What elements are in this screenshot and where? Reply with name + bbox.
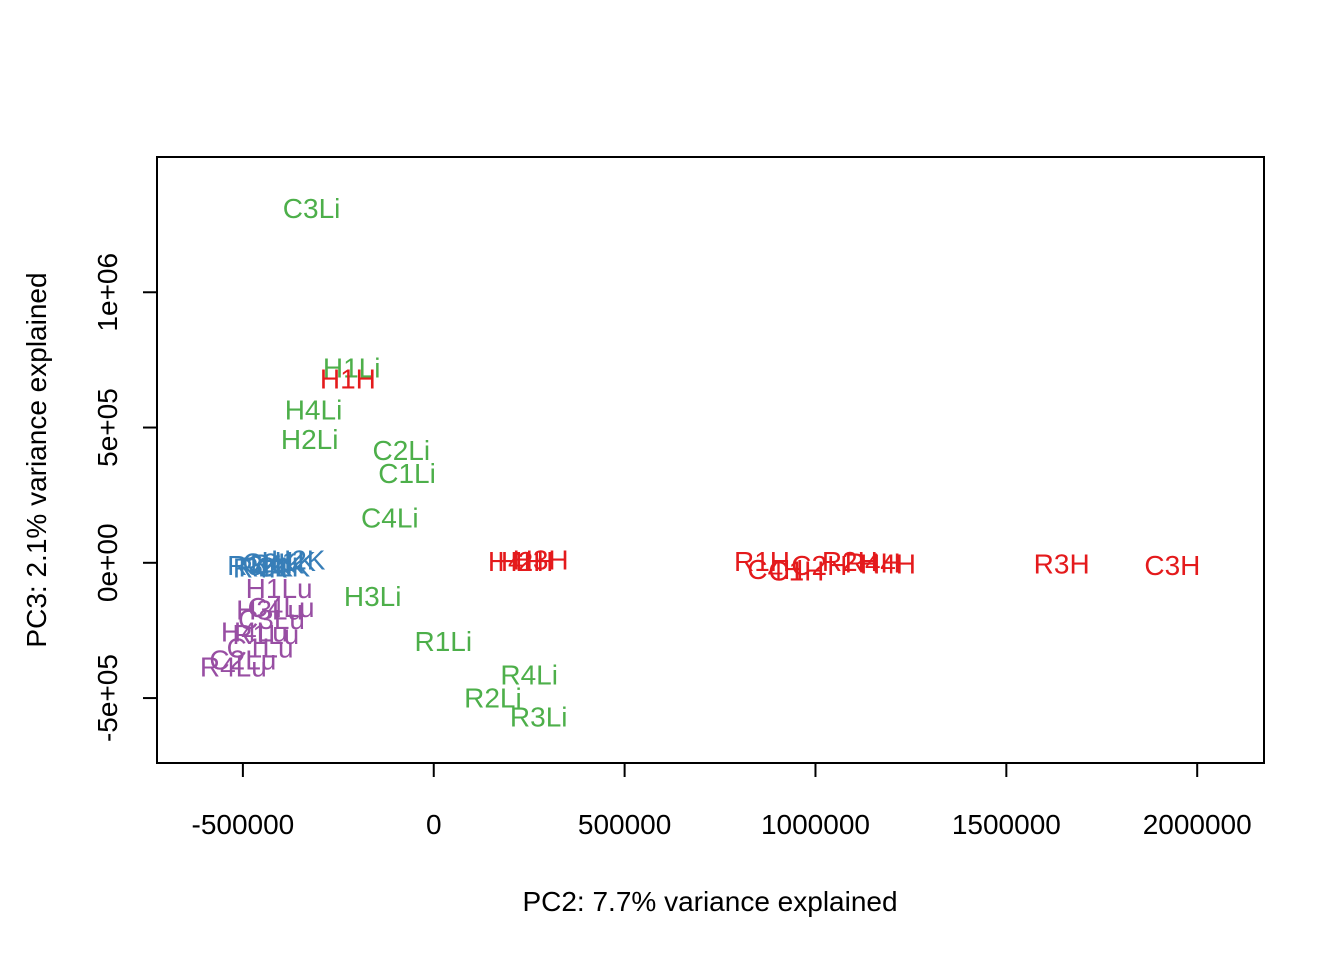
point-label-c4lu: C4Lu — [248, 592, 315, 623]
point-label-h1li: H1Li — [323, 353, 381, 384]
x-tick-label: -500000 — [192, 809, 295, 840]
x-axis-title: PC2: 7.7% variance explained — [522, 886, 897, 917]
point-label-h2li: H2Li — [281, 424, 339, 455]
point-label-r4li: R4Li — [500, 660, 558, 691]
point-label-h2k: H2K — [271, 545, 326, 576]
point-label-r1k: R1K — [250, 549, 305, 580]
point-label-c3lu: C3Lu — [238, 604, 305, 635]
point-label-r4h: R4H — [845, 547, 901, 578]
point-label-c2lu: C2Lu — [209, 645, 276, 676]
point-label-h4li: H4Li — [285, 394, 343, 425]
x-axis: -500000 0 500000 1000000 1500000 2000000 — [192, 762, 1252, 840]
point-label-h2h: H2H — [497, 546, 553, 577]
y-tick-label: -5e+05 — [92, 654, 123, 742]
point-label-h4h: H4H — [860, 549, 916, 580]
point-label-c4h: C4H — [747, 554, 803, 585]
point-label-h3lu: H3Lu — [236, 595, 303, 626]
point-label-h3h: H3H — [513, 545, 569, 576]
point-label-h4h: H4H — [488, 546, 544, 577]
point-label-h4lu: H4Lu — [221, 616, 288, 647]
point-label-c1k: C1K — [256, 551, 311, 582]
point-label-h1k: H1K — [261, 546, 316, 577]
y-axis: -5e+05 0e+00 5e+05 1e+06 — [92, 253, 158, 742]
point-label-c2k: C2K — [242, 547, 297, 578]
point-label-h1h: H1H — [320, 363, 376, 394]
point-label-c3li: C3Li — [283, 193, 341, 224]
point-label-c3h: C3H — [1144, 550, 1200, 581]
point-label-r4k: R4K — [233, 553, 288, 584]
point-label-r4lu: R4Lu — [200, 651, 267, 682]
point-label-r3h: R3H — [1034, 549, 1090, 580]
point-label-h1lu: H1Lu — [246, 573, 313, 604]
y-tick-label: 1e+06 — [92, 253, 123, 332]
point-label-r3li: R3Li — [510, 702, 568, 733]
x-tick-label: 0 — [426, 809, 442, 840]
point-label-c1li: C1Li — [378, 458, 436, 489]
x-tick-label: 1000000 — [761, 809, 870, 840]
y-axis-title: PC3: 2.1% variance explained — [21, 272, 52, 647]
y-tick-label: 0e+00 — [92, 523, 123, 602]
x-tick-label: 500000 — [578, 809, 671, 840]
x-tick-label: 1500000 — [952, 809, 1061, 840]
point-label-c1lu: C1Lu — [227, 633, 294, 664]
point-label-r1lu: R1Lu — [232, 619, 299, 650]
y-tick-label: 5e+05 — [92, 388, 123, 467]
plot-frame — [156, 156, 1265, 764]
point-label-h3li: H3Li — [344, 581, 402, 612]
point-label-c2li: C2Li — [373, 435, 431, 466]
point-label-r1h: R1H — [734, 546, 790, 577]
point-label-c2h: C2H — [791, 550, 847, 581]
point-label-c4li: C4Li — [361, 503, 419, 534]
point-label-r2li: R2Li — [464, 683, 522, 714]
point-label-r3k: R3K — [227, 550, 282, 581]
point-label-r1li: R1Li — [414, 626, 472, 657]
point-label-r2k: R2K — [239, 551, 294, 582]
point-label-c1h: C1H — [768, 555, 824, 586]
point-label-r2h: R2H — [822, 546, 878, 577]
x-tick-label: 2000000 — [1143, 809, 1252, 840]
